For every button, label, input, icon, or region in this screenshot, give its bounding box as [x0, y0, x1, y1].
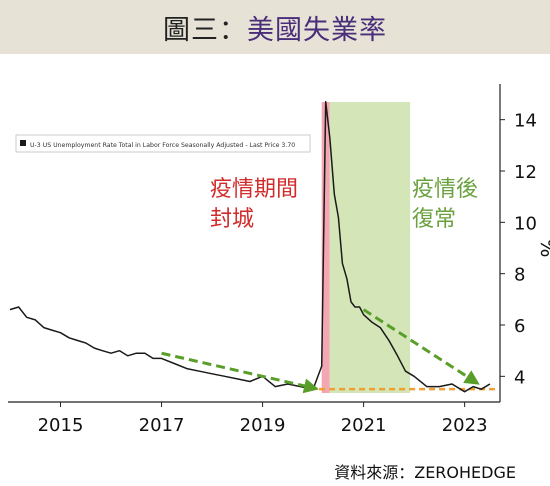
legend-box — [15, 134, 311, 153]
x-tick-label: 2019 — [240, 415, 286, 436]
annotation-line: 疫情後 — [412, 177, 478, 202]
annotation-label: 疫情後復常 — [412, 177, 478, 232]
x-tick-label: 2023 — [442, 415, 488, 436]
annotation-line: 封城 — [210, 207, 254, 232]
unemployment-chart: 4 6 8 10 12 14 2015 2017 2019 2021 2023% 疫情期間封城 疫情後… — [8, 84, 550, 436]
annotation-line: 疫情期間 — [210, 177, 298, 202]
x-tick-label: 2017 — [139, 415, 185, 436]
chart-title-prefix: 圖三： — [163, 15, 247, 46]
recovery-band — [329, 102, 411, 393]
y-tick-label: 6 — [514, 316, 525, 337]
legend-label: U-3 US Unemployment Rate Total in Labor … — [30, 142, 295, 149]
annotation-label: 疫情期間封城 — [210, 177, 298, 232]
legend: U-3 US Unemployment Rate Total in Labor … — [15, 134, 311, 153]
chart-title: 圖三：美國失業率 — [0, 8, 550, 47]
x-tick-label: 2021 — [341, 415, 387, 436]
y-tick-label: 4 — [514, 367, 525, 388]
y-tick-label: 12 — [514, 162, 537, 183]
x-tick-label: 2015 — [38, 415, 84, 436]
lockdown-band — [321, 102, 330, 393]
y-axis-label: % — [536, 238, 550, 257]
y-tick-label: 14 — [514, 111, 537, 132]
chart-title-main: 美國失業率 — [247, 15, 387, 46]
legend-swatch — [20, 140, 26, 146]
y-tick-label: 8 — [514, 265, 525, 286]
source-note: 資料來源：ZEROHEDGE — [334, 463, 516, 482]
annotation-line: 復常 — [412, 207, 456, 232]
trend-arrow — [161, 351, 319, 394]
title-bar — [0, 0, 550, 54]
unemployment-line — [9, 100, 491, 393]
trend-arrow — [362, 308, 480, 385]
y-tick-label: 10 — [514, 213, 537, 234]
